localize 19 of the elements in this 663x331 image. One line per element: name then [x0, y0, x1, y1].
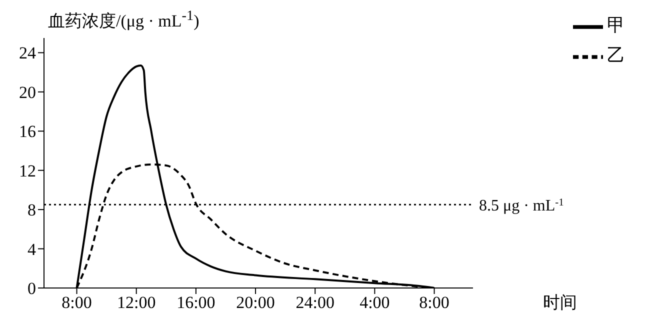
y-tick-label: 16: [19, 122, 36, 142]
ref-line-label: 8.5 μg · mL$^{-1}$: [479, 197, 564, 215]
y-tick-label: 4: [28, 240, 36, 259]
x-tick-label: 8:00: [62, 293, 92, 312]
y-tick-label: 20: [19, 82, 36, 102]
y-tick-label: 0: [28, 279, 36, 298]
x-tick-label: 20:00: [236, 293, 275, 312]
y-tick-label: 24: [19, 44, 36, 63]
x-tick-label: 12:00: [116, 293, 156, 312]
x-axis-title: 时间: [543, 292, 577, 314]
y-tick-label: 8: [28, 200, 36, 220]
y-tick-label: 12: [19, 161, 36, 180]
y-axis-title: 血药浓度/(μg · mL$^{-1}$): [48, 8, 200, 33]
legend-label: 乙: [607, 45, 625, 66]
x-tick-label: 4:00: [360, 293, 390, 312]
x-tick-label: 8:00: [419, 293, 450, 312]
x-tick-label: 24:00: [296, 293, 334, 312]
legend-label: 甲: [607, 15, 625, 36]
x-tick-label: 16:00: [176, 293, 216, 312]
